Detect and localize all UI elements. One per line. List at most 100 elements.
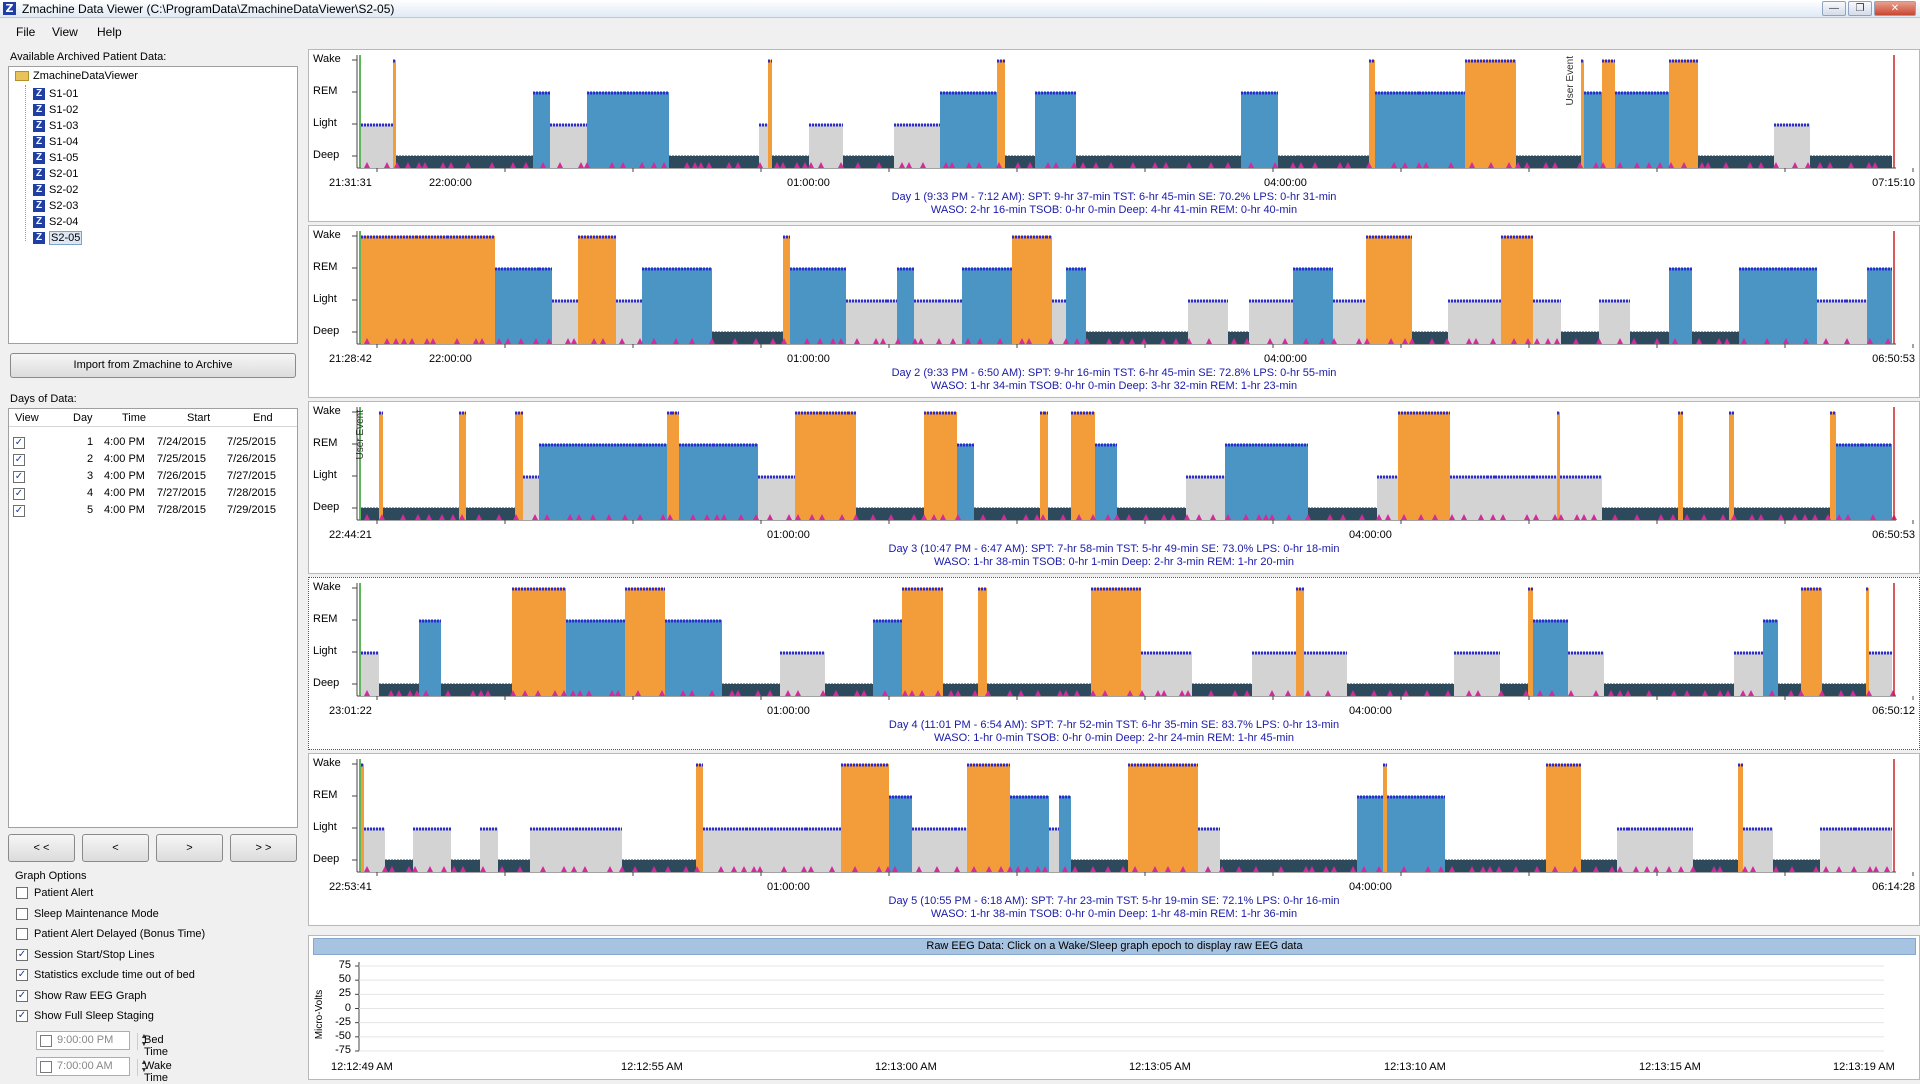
epoch-wake[interactable]: [625, 588, 631, 696]
graph-option[interactable]: Patient Alert Delayed (Bonus Time): [16, 927, 205, 943]
sleep-chart-day-2[interactable]: Wake REM Light Deep 21:28:42 06:50:53 22:00:00…: [308, 225, 1920, 398]
epoch-rem[interactable]: [1419, 92, 1465, 168]
epoch-rem[interactable]: [539, 444, 581, 520]
hypnogram-plot[interactable]: [309, 402, 1920, 575]
epoch-rem[interactable]: [962, 268, 1012, 344]
epoch-wake[interactable]: [1040, 412, 1044, 520]
last-page-button[interactable]: > >: [230, 834, 297, 862]
tree-item-s2-05[interactable]: Z S2-05: [33, 230, 83, 246]
option-checkbox[interactable]: [16, 907, 28, 920]
epoch-light[interactable]: [616, 300, 642, 344]
epoch-wake[interactable]: [1546, 764, 1581, 872]
epoch-wake[interactable]: [851, 412, 856, 520]
epoch-light[interactable]: [1820, 828, 1855, 872]
day-row[interactable]: ✓ 3 4:00 PM 7/26/2015 7/27/2015: [9, 468, 297, 485]
epoch-rem[interactable]: [873, 620, 902, 696]
graph-option[interactable]: Patient Alert: [16, 886, 93, 902]
epoch-rem[interactable]: [897, 268, 914, 344]
hypnogram-plot[interactable]: [309, 754, 1920, 927]
bed-time-checkbox[interactable]: [40, 1035, 52, 1047]
epoch-light[interactable]: [1454, 652, 1500, 696]
epoch-light[interactable]: [530, 828, 576, 872]
epoch-light[interactable]: [955, 828, 967, 872]
epoch-light[interactable]: [780, 652, 825, 696]
sleep-chart-day-1[interactable]: Wake REM Light Deep 21:31:31 07:15:10 22:00:00…: [308, 49, 1920, 222]
epoch-light[interactable]: [1495, 476, 1533, 520]
epoch-light[interactable]: [1304, 652, 1347, 696]
epoch-wake[interactable]: [1089, 412, 1095, 520]
epoch-light[interactable]: [809, 124, 843, 168]
day-row[interactable]: ✓ 5 4:00 PM 7/28/2015 7/29/2015: [9, 502, 297, 519]
epoch-rem[interactable]: [889, 796, 912, 872]
epoch-light[interactable]: [1450, 476, 1487, 520]
epoch-light[interactable]: [1487, 476, 1495, 520]
col-view[interactable]: View: [15, 412, 39, 424]
menu-help[interactable]: Help: [97, 25, 122, 39]
epoch-wake[interactable]: [795, 412, 820, 520]
epoch-wake[interactable]: [1602, 60, 1615, 168]
epoch-rem[interactable]: [1241, 92, 1278, 168]
raw-eeg-panel[interactable]: Raw EEG Data: Click on a Wake/Sleep grap…: [308, 935, 1920, 1080]
epoch-light[interactable]: [413, 828, 451, 872]
tree-item-s2-02[interactable]: Z S2-02: [33, 182, 78, 198]
epoch-light[interactable]: [1249, 300, 1293, 344]
day-row[interactable]: ✓ 4 4:00 PM 7/27/2015 7/28/2015: [9, 485, 297, 502]
epoch-rem[interactable]: [1763, 620, 1778, 696]
epoch-light[interactable]: [576, 828, 622, 872]
sleep-chart-day-3[interactable]: Wake REM Light Deep 22:44:21 06:50:53 01:00:00…: [308, 401, 1920, 574]
epoch-light[interactable]: [806, 828, 841, 872]
graph-option[interactable]: ✓ Session Start/Stop Lines: [16, 948, 154, 964]
epoch-wake[interactable]: [848, 412, 851, 520]
col-start[interactable]: Start: [187, 412, 211, 424]
epoch-light[interactable]: [364, 828, 385, 872]
epoch-light[interactable]: [759, 124, 768, 168]
epoch-wake[interactable]: [459, 412, 466, 520]
epoch-light[interactable]: [361, 652, 379, 696]
epoch-wake[interactable]: [1091, 588, 1141, 696]
epoch-wake[interactable]: [1738, 764, 1743, 872]
epoch-wake[interactable]: [1729, 412, 1734, 520]
epoch-wake[interactable]: [515, 412, 523, 520]
epoch-rem[interactable]: [581, 444, 640, 520]
epoch-wake[interactable]: [1557, 412, 1560, 520]
epoch-wake[interactable]: [1046, 236, 1052, 344]
epoch-wake[interactable]: [1369, 60, 1375, 168]
minimize-button[interactable]: —: [1822, 1, 1846, 16]
epoch-rem[interactable]: [957, 444, 974, 520]
epoch-light[interactable]: [771, 828, 806, 872]
epoch-wake[interactable]: [844, 412, 848, 520]
epoch-rem[interactable]: [640, 444, 667, 520]
epoch-light[interactable]: [1599, 300, 1630, 344]
tree-item-s2-03[interactable]: Z S2-03: [33, 198, 78, 214]
epoch-light[interactable]: [1628, 828, 1659, 872]
epoch-wake[interactable]: [1128, 764, 1170, 872]
option-checkbox[interactable]: ✓: [16, 989, 28, 1002]
sleep-chart-day-4[interactable]: Wake REM Light Deep 23:01:22 06:50:12 01:00:00…: [308, 577, 1920, 750]
epoch-wake[interactable]: [1465, 60, 1516, 168]
epoch-light[interactable]: [1774, 124, 1810, 168]
tree-item-s2-01[interactable]: Z S2-01: [33, 166, 78, 182]
epoch-light[interactable]: [1333, 300, 1366, 344]
epoch-light[interactable]: [1734, 652, 1763, 696]
epoch-wake[interactable]: [667, 412, 672, 520]
epoch-wake[interactable]: [447, 236, 453, 344]
bed-time-input[interactable]: 9:00:00 PM ▲ ▼: [36, 1031, 147, 1050]
epoch-rem[interactable]: [1292, 444, 1308, 520]
epoch-rem[interactable]: [700, 268, 712, 344]
option-checkbox[interactable]: [16, 928, 28, 941]
epoch-wake[interactable]: [672, 412, 675, 520]
epoch-wake[interactable]: [393, 60, 396, 168]
epoch-wake[interactable]: [675, 412, 679, 520]
epoch-light[interactable]: [1659, 828, 1693, 872]
epoch-wake[interactable]: [841, 764, 889, 872]
graph-option[interactable]: ✓ Show Full Sleep Staging: [16, 1009, 154, 1025]
hypnogram-plot[interactable]: [309, 226, 1920, 399]
graph-option[interactable]: ✓ Statistics exclude time out of bed: [16, 968, 195, 984]
epoch-light[interactable]: [523, 476, 539, 520]
option-checkbox[interactable]: [16, 887, 28, 900]
tree-item-s1-01[interactable]: Z S1-01: [33, 86, 78, 102]
epoch-wake[interactable]: [578, 236, 616, 344]
next-page-button[interactable]: >: [156, 834, 223, 862]
col-time[interactable]: Time: [122, 412, 147, 424]
epoch-light[interactable]: [1817, 300, 1846, 344]
